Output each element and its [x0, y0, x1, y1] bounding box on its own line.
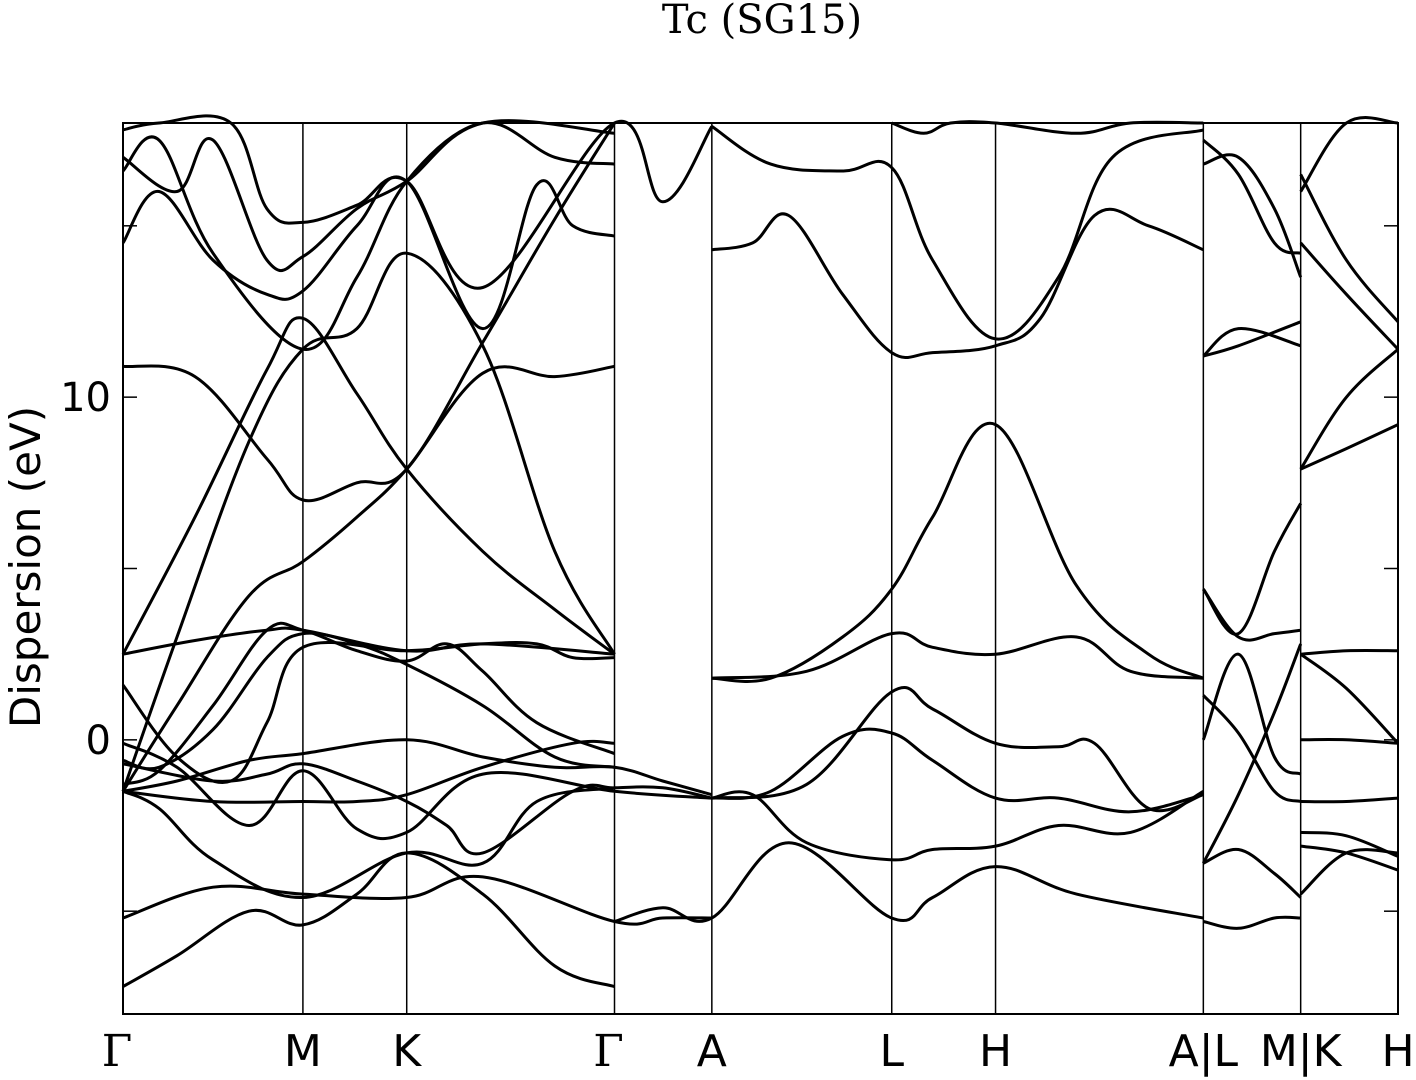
band-line-19	[122, 114, 714, 290]
band-line-4	[122, 741, 712, 841]
band-line-25	[711, 631, 1204, 680]
chart-title: Tc (SG15)	[662, 0, 862, 43]
y-axis-ticks: 0 10	[60, 225, 1398, 912]
kpoint-label: A	[697, 1026, 727, 1077]
band-line-43	[1300, 796, 1399, 804]
kpoint-label: Γ	[102, 1026, 133, 1077]
band-line-30	[1202, 847, 1302, 899]
band-line-6	[122, 739, 615, 804]
band-line-42	[1300, 844, 1399, 872]
kpoint-label: K	[392, 1026, 422, 1077]
band-line-5	[122, 738, 713, 797]
band-line-12	[121, 364, 615, 793]
kpoint-label: Γ	[593, 1026, 624, 1077]
band-line-36	[1202, 320, 1302, 358]
band-line-44	[1300, 738, 1399, 745]
band-line-14	[121, 316, 616, 656]
band-line-2	[122, 874, 712, 926]
kpoint-label: H	[1381, 1026, 1414, 1077]
band-line-7	[122, 762, 713, 856]
band-line-35	[1202, 502, 1303, 636]
band-line-10	[122, 621, 616, 786]
band-line-31	[1201, 643, 1303, 864]
band-line-9	[121, 640, 615, 784]
band-line-39	[1202, 138, 1302, 255]
band-line-34	[1202, 588, 1301, 642]
band-line-48	[1299, 348, 1400, 470]
band-line-13	[121, 251, 616, 792]
band-line-37	[1202, 327, 1302, 358]
kpoint-label: M|K	[1260, 1026, 1343, 1077]
band-line-24	[711, 421, 1204, 683]
band-lines	[121, 114, 1400, 989]
band-line-38	[1202, 153, 1303, 278]
band-line-33	[1202, 694, 1302, 803]
band-line-3	[122, 786, 615, 900]
band-line-1	[122, 851, 615, 989]
kpoint-labels: Γ M K Γ A L H A|L M|K H	[102, 1026, 1415, 1077]
band-line-51	[1299, 116, 1399, 193]
band-line-17	[121, 121, 615, 351]
kpoint-label: A|L	[1169, 1026, 1239, 1077]
y-tick-label: 10	[60, 375, 111, 421]
kpoint-divider-lines	[302, 123, 1302, 1014]
kpoint-label: M	[284, 1026, 322, 1077]
y-tick-label: 0	[86, 718, 111, 764]
band-line-27	[710, 125, 1204, 341]
kpoint-label: H	[979, 1026, 1012, 1077]
band-line-26	[711, 207, 1204, 360]
band-line-20	[614, 841, 1204, 923]
band-line-46	[1300, 648, 1399, 656]
band-line-47	[1300, 423, 1399, 471]
band-line-29	[1202, 915, 1301, 930]
band-line-21	[711, 789, 1205, 862]
band-line-32	[1201, 652, 1302, 776]
band-line-16	[121, 175, 615, 331]
kpoint-label: L	[879, 1026, 904, 1077]
band-line-22	[711, 727, 1204, 814]
band-line-40	[1299, 848, 1399, 896]
band-line-41	[1300, 830, 1399, 858]
plot-frame	[122, 122, 1399, 1015]
band-line-15	[122, 122, 616, 503]
band-line-45	[1299, 652, 1400, 745]
band-line-50	[1299, 173, 1400, 323]
band-line-11	[122, 626, 615, 656]
y-axis-label: Dispersion (eV)	[1, 406, 50, 728]
band-line-23	[711, 686, 1204, 813]
band-line-49	[1299, 241, 1400, 351]
